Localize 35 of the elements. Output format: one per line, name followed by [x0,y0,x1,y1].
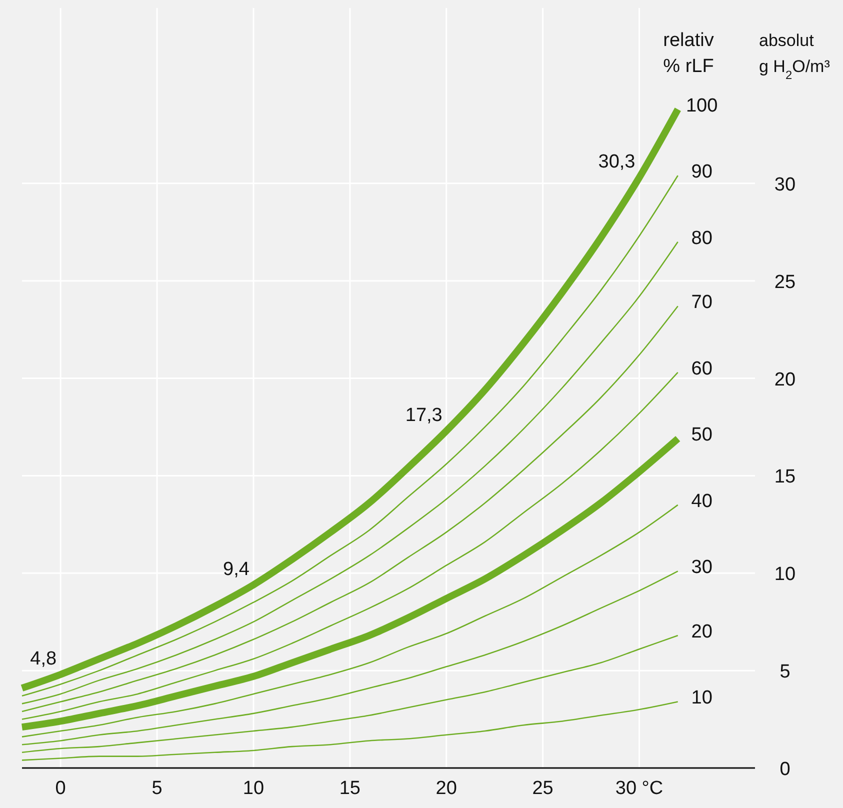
y-tick-label: 10 [774,564,796,586]
series-label: 90 [691,162,712,183]
series-label: 70 [691,292,712,314]
series-label: 50 [691,424,712,446]
y-tick-label: 0 [780,759,790,780]
line-series [21,504,678,738]
line-series [21,306,678,712]
series-label: 60 [691,358,712,380]
series-label: 10 [691,688,712,709]
series-label: 100 [686,95,718,116]
x-tick-label: 0 [55,778,66,799]
x-tick-label: 15 [339,778,360,799]
x-tick-label: 20 [436,778,457,799]
y-tick-label: 15 [774,466,796,488]
line-series [21,634,678,754]
x-tick-label: 30 °C [615,778,664,799]
annotation: 9,4 [223,558,250,580]
series-label: 40 [691,490,712,512]
y-tick-label: 30 [774,174,796,196]
x-tick-label: 5 [152,778,162,799]
series-label: 20 [691,621,712,642]
annotation: relativ % rLF [663,30,714,77]
line-series [21,701,678,761]
x-tick-label: 25 [532,778,554,799]
annotation: 17,3 [405,404,442,426]
series-label: 30 [691,557,712,578]
y-tick-label: 20 [774,369,796,390]
annotation: 4,8 [30,648,57,670]
series-label: 80 [691,228,712,249]
annotation: 30,3 [598,152,636,173]
y-tick-label: 25 [774,272,796,293]
line-series [21,372,678,720]
y-tick-label: 5 [780,662,790,683]
x-tick-label: 10 [242,778,264,799]
y-axis-title: absolut g H$_{2}$O/m³ [759,31,830,82]
